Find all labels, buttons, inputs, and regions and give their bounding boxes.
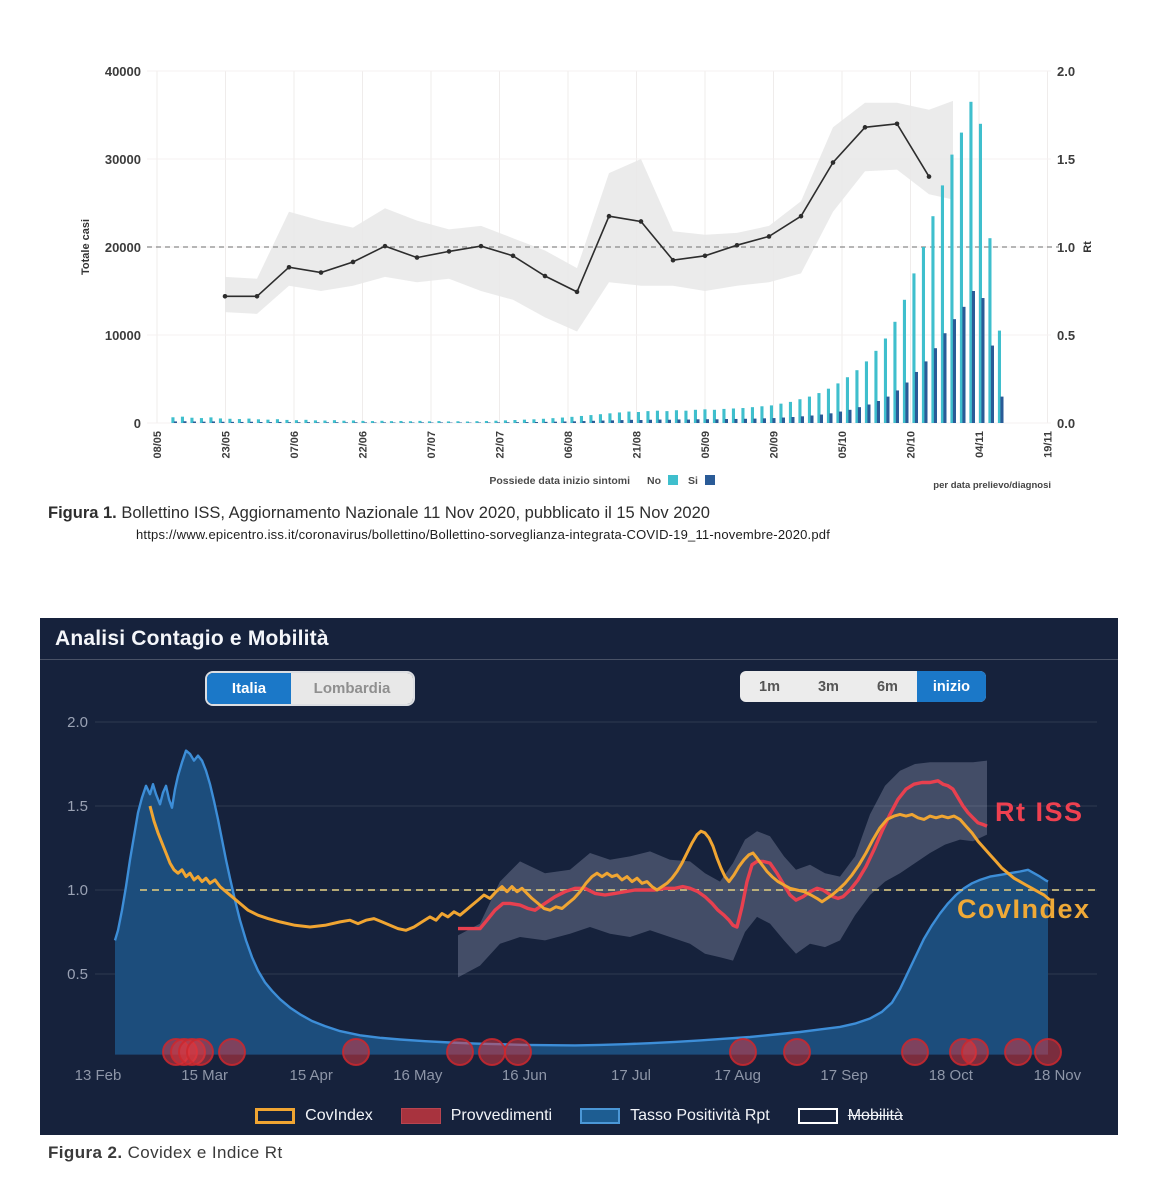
annotation-rt-iss: Rt ISS xyxy=(995,797,1084,827)
figure2-title: Analisi Contagio e Mobilità xyxy=(55,627,329,650)
svg-text:17 Sep: 17 Sep xyxy=(820,1067,868,1084)
svg-text:Rt: Rt xyxy=(1082,241,1094,253)
svg-text:0.5: 0.5 xyxy=(1057,328,1075,343)
svg-text:1.5: 1.5 xyxy=(67,798,88,815)
svg-text:18 Oct: 18 Oct xyxy=(929,1067,974,1084)
svg-text:08/05: 08/05 xyxy=(152,431,164,459)
legend-provvedimenti[interactable]: Provvedimenti xyxy=(400,1107,553,1125)
svg-text:04/11: 04/11 xyxy=(974,431,986,458)
figure1-chart: 0 10000 20000 30000 40000 0.0 0.5 1.0 1.5 2.0 08/0… xyxy=(80,64,1094,491)
rt-iss-line xyxy=(458,779,988,931)
toggle-italia[interactable]: Italia xyxy=(207,673,291,704)
figure2-panel: 2.0 1.5 1.0 0.5 13 Feb 15 Mar 15 Apr 16 May 16 J… xyxy=(40,618,1118,1135)
covindex-swatch xyxy=(255,1108,296,1124)
svg-text:23/05: 23/05 xyxy=(221,431,233,459)
range-selector: 1m 3m 6m inizio xyxy=(740,671,986,702)
range-inizio[interactable]: inizio xyxy=(916,671,986,702)
svg-text:2.0: 2.0 xyxy=(67,714,88,731)
svg-text:1.0: 1.0 xyxy=(67,882,88,899)
mobilita-swatch xyxy=(797,1108,838,1124)
toggle-lombardia[interactable]: Lombardia xyxy=(291,673,413,704)
svg-text:15 Mar: 15 Mar xyxy=(181,1067,228,1084)
svg-text:1.0: 1.0 xyxy=(1057,240,1075,255)
svg-text:1.5: 1.5 xyxy=(1057,152,1075,167)
annotation-covindex: CovIndex xyxy=(957,894,1091,924)
svg-text:0.5: 0.5 xyxy=(67,966,88,983)
legend-mobilita[interactable]: Mobilità xyxy=(797,1107,903,1125)
covindex-line xyxy=(148,805,1051,932)
figure1-caption-text: Bollettino ISS, Aggiornamento Nazionale … xyxy=(121,504,710,522)
svg-text:Totale casi: Totale casi xyxy=(80,219,92,275)
figure2-caption: Figura 2. Covidex e Indice Rt xyxy=(48,1143,283,1163)
region-toggle: Italia Lombardia xyxy=(207,673,413,704)
figure2-caption-text: Covidex e Indice Rt xyxy=(127,1143,283,1162)
range-6m[interactable]: 6m xyxy=(876,678,898,695)
svg-text:40000: 40000 xyxy=(105,64,141,79)
svg-text:18 Nov: 18 Nov xyxy=(1034,1067,1082,1084)
provvedimenti-swatch xyxy=(400,1108,441,1124)
svg-text:05/09: 05/09 xyxy=(700,431,712,459)
svg-text:30000: 30000 xyxy=(105,152,141,167)
svg-text:07/06: 07/06 xyxy=(289,431,301,459)
svg-text:0: 0 xyxy=(134,416,141,431)
svg-text:0.0: 0.0 xyxy=(1057,416,1075,431)
svg-text:22/07: 22/07 xyxy=(495,431,507,459)
svg-text:Possiede data inizio sintomi: Possiede data inizio sintomi xyxy=(489,475,630,487)
legend-tasso-positivita[interactable]: Tasso Positività Rpt xyxy=(580,1107,770,1125)
rt-iss-band xyxy=(458,760,987,978)
svg-text:22/06: 22/06 xyxy=(358,431,370,459)
legend-covindex-label: CovIndex xyxy=(305,1107,373,1124)
svg-text:10000: 10000 xyxy=(105,328,141,343)
range-3m[interactable]: 3m xyxy=(817,678,839,695)
svg-text:05/10: 05/10 xyxy=(837,431,849,459)
daily-case-bars xyxy=(171,101,1004,424)
svg-text:17 Jul: 17 Jul xyxy=(611,1067,651,1084)
svg-text:No: No xyxy=(647,475,661,487)
svg-text:20000: 20000 xyxy=(105,240,141,255)
svg-text:06/08: 06/08 xyxy=(563,431,575,459)
figure2-chart: 2.0 1.5 1.0 0.5 13 Feb 15 Mar 15 Apr 16 May 16 J… xyxy=(67,714,1097,1084)
svg-text:16 May: 16 May xyxy=(393,1067,443,1084)
legend-covindex[interactable]: CovIndex xyxy=(255,1107,373,1125)
legend-provvedimenti-label: Provvedimenti xyxy=(450,1107,553,1124)
svg-text:19/11: 19/11 xyxy=(1043,431,1055,458)
legend-mobilita-label: Mobilità xyxy=(847,1107,903,1124)
svg-text:17 Aug: 17 Aug xyxy=(714,1067,761,1084)
title-divider xyxy=(40,659,1118,660)
svg-text:13 Feb: 13 Feb xyxy=(75,1067,122,1084)
provvedimenti-markers xyxy=(162,1038,1062,1066)
figure1-caption-url[interactable]: https://www.epicentro.iss.it/coronavirus… xyxy=(136,527,831,543)
svg-text:20/10: 20/10 xyxy=(906,431,918,459)
svg-text:per data prelievo/diagnosi: per data prelievo/diagnosi xyxy=(933,480,1051,491)
legend-tasso-label: Tasso Positività Rpt xyxy=(630,1107,770,1124)
tasso-swatch xyxy=(580,1108,621,1124)
figure1-caption: Figura 1. Bollettino ISS, Aggiornamento … xyxy=(48,502,1108,544)
svg-text:2.0: 2.0 xyxy=(1057,64,1075,79)
svg-text:15 Apr: 15 Apr xyxy=(290,1067,333,1084)
rt-confidence-band xyxy=(225,100,953,332)
svg-text:20/09: 20/09 xyxy=(769,431,781,459)
range-1m[interactable]: 1m xyxy=(759,678,780,695)
svg-text:21/08: 21/08 xyxy=(632,431,644,459)
figure1-caption-label: Figura 1. xyxy=(48,504,117,522)
figure2-caption-label: Figura 2. xyxy=(48,1143,123,1162)
svg-text:16 Jun: 16 Jun xyxy=(502,1067,547,1084)
svg-text:07/07: 07/07 xyxy=(426,431,438,459)
svg-text:Si: Si xyxy=(688,475,698,487)
figure2-legend: CovIndex Provvedimenti Tasso Positività … xyxy=(40,1107,1118,1125)
